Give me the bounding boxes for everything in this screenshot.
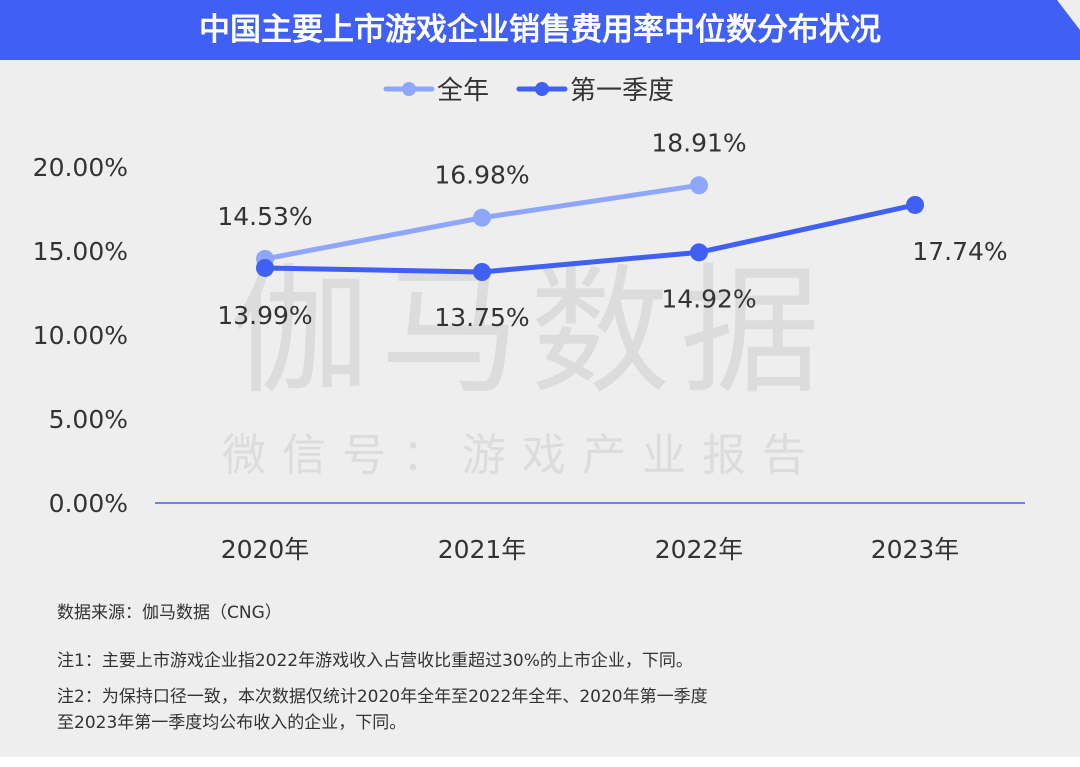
y-tick-label: 5.00% <box>49 405 128 434</box>
series-line-q1 <box>264 202 916 275</box>
y-tick-label: 20.00% <box>33 153 128 182</box>
watermark-sub: 微信号：游戏产业报告 <box>222 430 822 481</box>
data-point <box>256 258 274 277</box>
data-point <box>690 243 708 262</box>
title-bar <box>0 0 1080 60</box>
data-label: 14.92% <box>661 284 756 313</box>
series-group: 14.53% 16.98% 18.91% 13.99% 13.75% 14.92% 17.7… <box>217 128 1007 332</box>
data-label: 13.75% <box>434 303 529 332</box>
y-tick-label: 0.00% <box>49 489 128 518</box>
legend-marker <box>535 82 549 96</box>
data-label: 14.53% <box>217 202 312 231</box>
legend-marker <box>402 82 416 96</box>
note-1: 注1：主要上市游戏企业指2022年游戏收入占营收比重超过30%的上市企业，下同。 <box>57 651 693 671</box>
legend-label: 全年 <box>437 76 489 106</box>
data-point <box>473 263 491 281</box>
data-point <box>690 176 708 195</box>
watermark: 伽马数据 微信号：游戏产业报告 <box>222 251 830 481</box>
x-tick-label: 2022年 <box>655 535 744 564</box>
y-axis: 0.00% 5.00% 10.00% 15.00% 20.00% <box>33 153 128 518</box>
legend: 全年 第一季度 <box>383 76 674 106</box>
note-2-line-2: 至2023年第一季度均公布收入的企业，下同。 <box>57 713 407 733</box>
watermark-main: 伽马数据 <box>230 251 830 414</box>
y-tick-label: 15.00% <box>33 237 128 266</box>
data-label: 16.98% <box>434 161 529 190</box>
data-label: 18.91% <box>651 128 746 157</box>
y-tick-label: 10.00% <box>33 321 128 350</box>
x-tick-label: 2021年 <box>438 535 527 564</box>
chart-title: 中国主要上市游戏企业销售费用率中位数分布状况 <box>199 12 881 48</box>
data-label: 17.74% <box>912 237 1007 266</box>
x-tick-label: 2023年 <box>871 535 960 564</box>
data-point <box>906 195 924 214</box>
note-2-line-1: 注2：为保持口径一致，本次数据仅统计2020年全年至2022年全年、2020年第… <box>57 687 708 707</box>
line-chart: 伽马数据 微信号：游戏产业报告 全年 第一季度 0.00% 5.00% 10.00% 1… <box>33 76 1025 564</box>
legend-label: 第一季度 <box>570 76 674 106</box>
source-note: 数据来源：伽马数据（CNG） <box>57 603 282 623</box>
data-label: 13.99% <box>217 301 312 330</box>
data-point <box>473 208 491 227</box>
x-axis: 2020年 2021年 2022年 2023年 <box>155 502 1025 564</box>
x-tick-label: 2020年 <box>221 535 310 564</box>
